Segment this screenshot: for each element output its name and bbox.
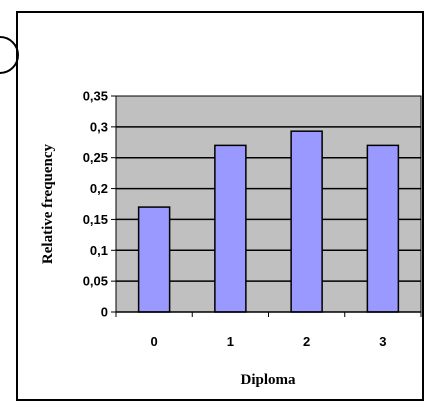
y-axis: 0 0,05 0,1 0,15 0,2 0,25 0,3 0,35: [83, 89, 117, 320]
x-axis-title: Diploma: [240, 372, 296, 388]
y-tick-label: 0,25: [83, 150, 108, 165]
x-tick-label: 0: [151, 334, 158, 349]
y-tick-label: 0,15: [83, 212, 108, 227]
y-tick-label: 0,3: [90, 119, 108, 134]
bar-3: [366, 144, 400, 313]
circle-fragment: [0, 36, 19, 74]
y-tick-label: 0,2: [90, 181, 108, 196]
x-tick-label: 3: [379, 334, 386, 349]
bar-1: [214, 144, 247, 313]
bar-2: [290, 130, 323, 313]
x-tick-label: 2: [303, 334, 310, 349]
x-tick-label: 1: [227, 334, 234, 349]
y-tick-label: 0,35: [83, 89, 108, 104]
y-tick-label: 0,05: [83, 274, 108, 289]
x-axis: 0 1 2 3: [115, 311, 422, 349]
y-tick-label: 0: [101, 305, 108, 320]
y-axis-title: Relative frequency: [40, 143, 56, 264]
y-tick-label: 0,1: [90, 243, 108, 258]
bar-0: [137, 206, 171, 313]
bars: [137, 130, 400, 313]
